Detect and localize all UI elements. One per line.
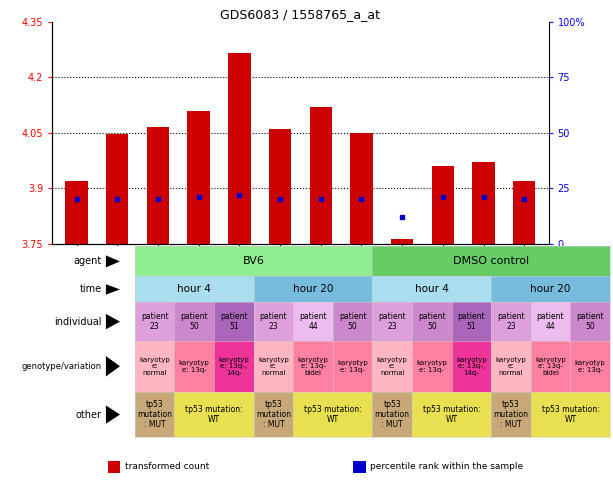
Text: karyotyp
e:
normal: karyotyp e: normal	[495, 357, 527, 376]
Text: karyotyp
e: 13q-,
14q-: karyotyp e: 13q-, 14q-	[456, 357, 487, 376]
Text: karyotyp
e: 13q-
bidel: karyotyp e: 13q- bidel	[535, 357, 566, 376]
Text: karyotyp
e:
normal: karyotyp e: normal	[377, 357, 408, 376]
Text: patient
23: patient 23	[497, 313, 525, 331]
Bar	[147, 127, 169, 244]
Text: karyotyp
e:
normal: karyotyp e: normal	[258, 357, 289, 376]
Text: BV6: BV6	[243, 256, 265, 267]
Text: karyotyp
e: 13q-: karyotyp e: 13q-	[416, 360, 447, 372]
Text: hour 20: hour 20	[530, 284, 571, 295]
Text: karyotyp
e:
normal: karyotyp e: normal	[139, 357, 170, 376]
Text: genotype/variation: genotype/variation	[21, 362, 102, 371]
Text: agent: agent	[74, 256, 102, 267]
Text: karyotyp
e: 13q-: karyotyp e: 13q-	[179, 360, 210, 372]
Bar	[106, 134, 128, 244]
Bar	[269, 129, 291, 244]
Text: patient
50: patient 50	[180, 313, 208, 331]
Text: patient
23: patient 23	[260, 313, 287, 331]
Polygon shape	[106, 256, 120, 268]
Text: patient
50: patient 50	[418, 313, 446, 331]
Polygon shape	[106, 356, 120, 376]
Text: tp53
mutation
: MUT: tp53 mutation : MUT	[375, 400, 409, 429]
Text: patient
51: patient 51	[220, 313, 248, 331]
Bar	[350, 133, 373, 244]
Text: tp53
mutation
: MUT: tp53 mutation : MUT	[256, 400, 291, 429]
Text: patient
51: patient 51	[457, 313, 485, 331]
Text: patient
23: patient 23	[378, 313, 406, 331]
Bar	[432, 166, 454, 244]
Text: tp53 mutation:
WT: tp53 mutation: WT	[423, 405, 481, 424]
Text: individual: individual	[55, 317, 102, 327]
Text: tp53
mutation
: MUT: tp53 mutation : MUT	[137, 400, 172, 429]
Bar	[513, 181, 535, 244]
Bar	[188, 111, 210, 244]
Text: patient
44: patient 44	[537, 313, 565, 331]
Text: patient
23: patient 23	[141, 313, 169, 331]
Text: patient
44: patient 44	[299, 313, 327, 331]
Text: hour 20: hour 20	[293, 284, 333, 295]
Bar	[353, 461, 365, 472]
Text: karyotyp
e: 13q-: karyotyp e: 13q-	[337, 360, 368, 372]
Polygon shape	[106, 314, 120, 329]
Bar	[108, 461, 120, 472]
Text: time: time	[80, 284, 102, 295]
Title: GDS6083 / 1558765_a_at: GDS6083 / 1558765_a_at	[220, 8, 381, 21]
Text: tp53 mutation:
WT: tp53 mutation: WT	[541, 405, 599, 424]
Polygon shape	[106, 405, 120, 424]
Bar	[473, 162, 495, 244]
Text: tp53
mutation
: MUT: tp53 mutation : MUT	[493, 400, 528, 429]
Text: patient
50: patient 50	[339, 313, 367, 331]
Text: DMSO control: DMSO control	[453, 256, 529, 267]
Bar	[228, 53, 251, 244]
Text: tp53 mutation:
WT: tp53 mutation: WT	[304, 405, 362, 424]
Text: percentile rank within the sample: percentile rank within the sample	[370, 462, 523, 471]
Bar	[391, 240, 413, 244]
Bar	[310, 107, 332, 244]
Text: karyotyp
e: 13q-
bidel: karyotyp e: 13q- bidel	[298, 357, 329, 376]
Text: patient
50: patient 50	[576, 313, 604, 331]
Text: karyotyp
e: 13q-: karyotyp e: 13q-	[575, 360, 606, 372]
Text: karyotyp
e: 13q-,
14q-: karyotyp e: 13q-, 14q-	[218, 357, 249, 376]
Text: hour 4: hour 4	[415, 284, 449, 295]
Text: other: other	[76, 410, 102, 420]
Polygon shape	[106, 284, 120, 295]
Text: tp53 mutation:
WT: tp53 mutation: WT	[185, 405, 243, 424]
Text: hour 4: hour 4	[177, 284, 211, 295]
Bar	[66, 181, 88, 244]
Text: transformed count: transformed count	[124, 462, 209, 471]
